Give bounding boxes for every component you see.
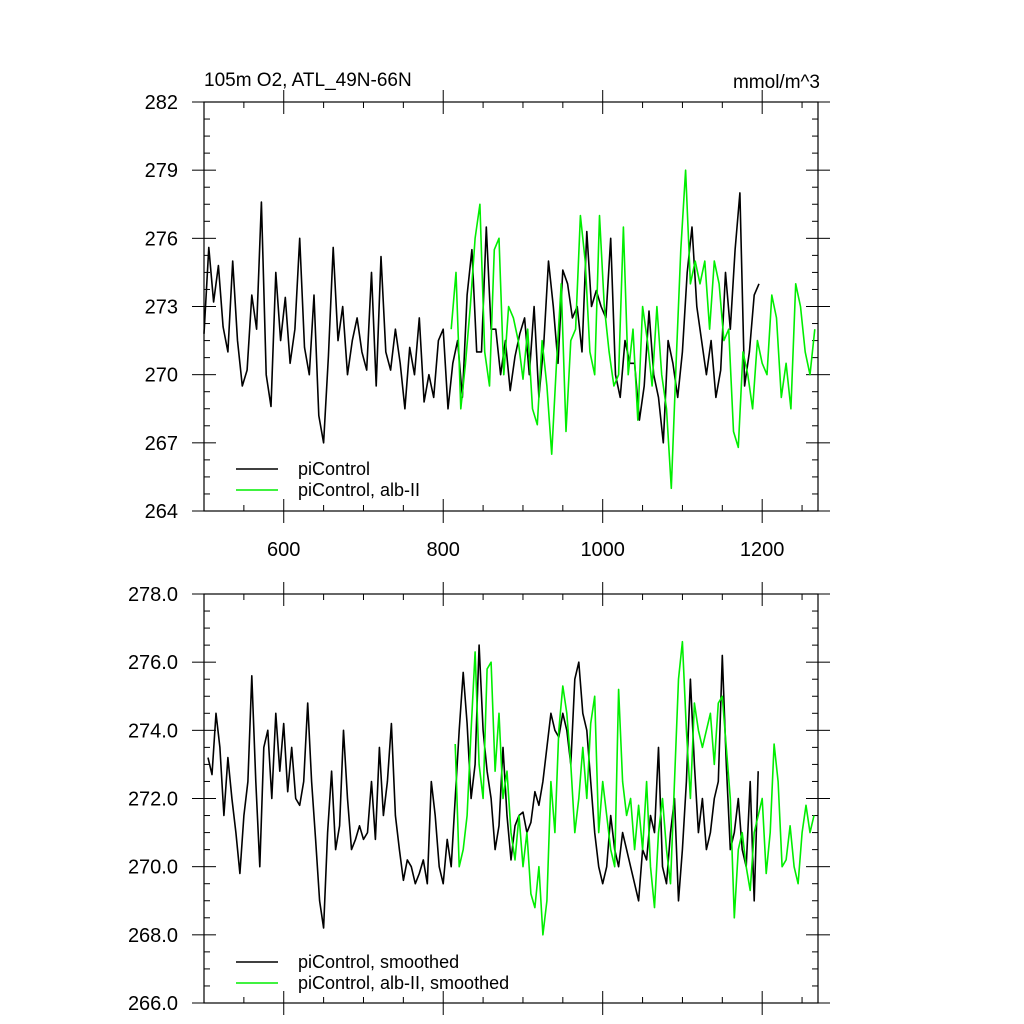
top-series-line-1: [450, 169, 816, 490]
top-panel-axes: 264 267 270 273 276 279 282 600 800 1000 1200: [145, 90, 830, 561]
y-tick-label: 268.0: [128, 925, 178, 947]
y-tick-label: 266.0: [128, 993, 178, 1015]
x-tick-label: 1200: [740, 539, 785, 561]
top-panel-title: 105m O2, ATL_49N-66N: [204, 70, 412, 91]
y-tick-label: 270: [145, 365, 178, 387]
y-tick-label: 276.0: [128, 652, 178, 674]
legend-label-picontrol-alb-ii: piControl, alb-II: [298, 480, 420, 500]
y-tick-label: 282: [145, 92, 178, 114]
legend-label-picontrol: piControl: [298, 459, 370, 479]
x-tick-label: 800: [427, 539, 460, 561]
bottom-panel-legend: piControl, smoothed piControl, alb-II, s…: [236, 952, 509, 993]
y-tick-label: 273: [145, 297, 178, 319]
bottom-series-line-0: [207, 644, 759, 929]
top-panel-frame: [203, 101, 819, 512]
bottom-series-line-1: [454, 640, 815, 936]
bottom-panel-frame: [203, 593, 819, 1004]
legend-label-picontrol-smoothed: piControl, smoothed: [298, 952, 459, 972]
top-panel: 105m O2, ATL_49N-66N mmol/m^3 2642672702…: [145, 70, 830, 561]
top-panel-series: [203, 169, 816, 490]
bottom-panel: 266.0 268.0 270.0 272.0 274.0 276.0 278.0 piCo…: [128, 582, 830, 1015]
y-tick-label: 267: [145, 433, 178, 455]
x-tick-label: 1000: [580, 539, 625, 561]
y-tick-label: 274.0: [128, 720, 178, 742]
x-tick-label: 600: [267, 539, 300, 561]
y-tick-label: 276: [145, 228, 178, 250]
y-tick-label: 264: [145, 501, 178, 523]
legend-label-picontrol-alb-ii-smoothed: piControl, alb-II, smoothed: [298, 973, 509, 993]
bottom-panel-axes: 266.0 268.0 270.0 272.0 274.0 276.0 278.0: [128, 582, 830, 1015]
y-tick-label: 272.0: [128, 789, 178, 811]
y-tick-label: 270.0: [128, 857, 178, 879]
y-tick-label: 278.0: [128, 584, 178, 606]
top-panel-units: mmol/m^3: [733, 72, 820, 93]
top-series-line-0: [203, 192, 760, 444]
y-tick-label: 279: [145, 160, 178, 182]
top-panel-legend: piControl piControl, alb-II: [236, 459, 420, 500]
bottom-panel-series: [207, 640, 815, 936]
